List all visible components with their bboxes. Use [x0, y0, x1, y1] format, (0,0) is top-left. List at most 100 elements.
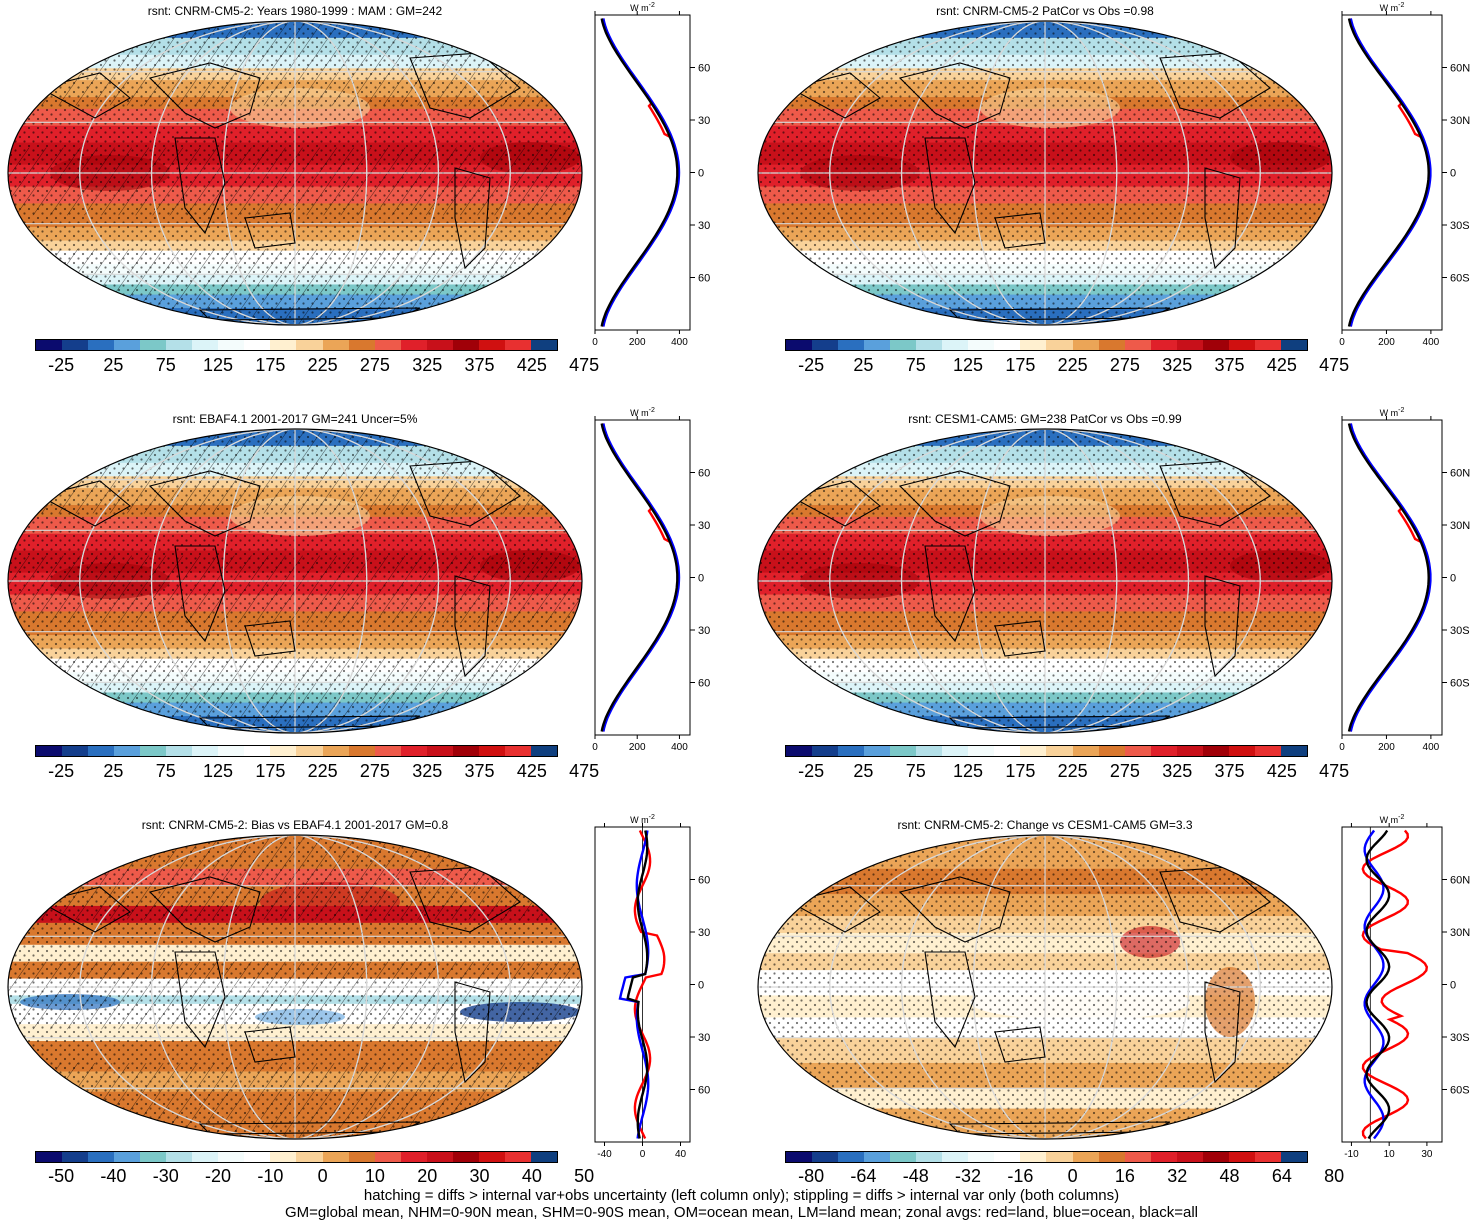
- colorbar-labels: -50 -40 -30 -20 -10 0 10 20 30 40 50: [35, 1166, 594, 1188]
- colorbar-swatch: [140, 340, 167, 350]
- colorbar-label: -32: [955, 1166, 982, 1186]
- panel-title: rsnt: CNRM-CM5-2: Change vs CESM1-CAM5 G…: [897, 818, 1193, 832]
- colorbar-label: 175: [255, 761, 286, 781]
- colorbar-swatch: [504, 746, 531, 756]
- colorbar-label: -25: [798, 355, 825, 375]
- colorbar-swatch: [36, 1152, 63, 1162]
- colorbar-swatch: [478, 1152, 505, 1162]
- latitude-label: 60S: [1450, 1085, 1470, 1097]
- zonal-land-curve: [601, 423, 680, 732]
- latitude-label: 60S: [698, 678, 710, 690]
- colorbar-label: -16: [1007, 1166, 1034, 1186]
- latitude-label: 60S: [1450, 273, 1470, 285]
- colorbar-swatch: [114, 340, 141, 350]
- colorbar-swatch: [426, 746, 453, 756]
- colorbar-swatch: [1072, 746, 1099, 756]
- colorbar-swatch: [400, 1152, 427, 1162]
- robinson-map: [757, 428, 1333, 734]
- colorbar-label: 75: [155, 355, 176, 375]
- zonal-tick-label: 0: [640, 1149, 646, 1160]
- colorbar-labels: -80 -64 -48 -32 -16 0 16 32 48 64 80: [785, 1166, 1344, 1188]
- colorbar-swatch: [1280, 746, 1307, 756]
- latitude-label: 60S: [698, 1085, 710, 1097]
- colorbar-label: 75: [905, 761, 926, 781]
- colorbar-label: 25: [103, 355, 124, 375]
- colorbar-label: 75: [155, 761, 176, 781]
- colorbar-label: 75: [905, 355, 926, 375]
- colorbar-label: 325: [412, 355, 443, 375]
- colorbar-swatch: [296, 1152, 323, 1162]
- latitude-label: 30S: [1450, 1032, 1470, 1044]
- colorbar-swatch: [192, 340, 219, 350]
- zonal-land-curve: [601, 18, 680, 327]
- colorbar-swatch: [140, 1152, 167, 1162]
- colorbar-swatch: [1020, 340, 1047, 350]
- colorbar-label: -25: [798, 761, 825, 781]
- latitude-label: 60N: [698, 875, 710, 887]
- colorbar-label: 175: [1005, 355, 1036, 375]
- zonal-tick-label: 30: [1421, 1149, 1433, 1160]
- colorbar-swatch: [530, 746, 557, 756]
- colorbar-swatch: [890, 1152, 917, 1162]
- colorbar-swatch: [504, 1152, 531, 1162]
- colorbar-swatch: [864, 1152, 891, 1162]
- colorbar-label: 10: [364, 1166, 385, 1186]
- colorbar-swatch: [1202, 1152, 1229, 1162]
- colorbar-swatch: [1202, 746, 1229, 756]
- colorbar-label: 80: [1324, 1166, 1345, 1186]
- colorbar-swatch: [192, 746, 219, 756]
- colorbar-swatch: [36, 746, 63, 756]
- colorbar-swatch: [812, 746, 839, 756]
- colorbar-label: 275: [359, 761, 390, 781]
- robinson-map: [7, 428, 583, 734]
- colorbar-swatch: [1228, 1152, 1255, 1162]
- colorbar-label: 25: [853, 355, 874, 375]
- latitude-label: 0: [698, 980, 704, 992]
- colorbar-label: 0: [1067, 1166, 1078, 1186]
- colorbar-label: -80: [798, 1166, 825, 1186]
- colorbar-swatch: [36, 340, 63, 350]
- colorbar-swatch: [916, 340, 943, 350]
- zonal-tick-label: 10: [1384, 1149, 1396, 1160]
- colorbar: [785, 745, 1308, 757]
- colorbar-swatch: [1124, 1152, 1151, 1162]
- robinson-map: [757, 20, 1333, 326]
- colorbar-swatch: [1046, 746, 1073, 756]
- colorbar-label: 375: [464, 355, 495, 375]
- colorbar-swatch: [1072, 1152, 1099, 1162]
- zonal-average-plot: W m-2 60N 30N 0 30S 60S 0 200 400: [1339, 2, 1470, 348]
- colorbar-swatch: [786, 340, 813, 350]
- zonal-unit-label: W m-2: [630, 814, 655, 825]
- colorbar-labels: -25 25 75 125 175 225 275 325 375 425 475: [785, 355, 1349, 377]
- colorbar-swatch: [140, 746, 167, 756]
- colorbar-label: -40: [100, 1166, 127, 1186]
- colorbar-swatch: [88, 1152, 115, 1162]
- zonal-land-curve: [633, 830, 666, 1139]
- zonal-unit-label: W m-2: [630, 407, 655, 418]
- colorbar-swatch: [916, 1152, 943, 1162]
- colorbar-swatch: [296, 340, 323, 350]
- colorbar-swatch: [322, 1152, 349, 1162]
- latitude-label: 0: [1450, 980, 1456, 992]
- colorbar-label: 475: [1319, 761, 1350, 781]
- zonal-all-curve: [600, 423, 679, 732]
- colorbar-swatch: [968, 1152, 995, 1162]
- colorbar-swatch: [166, 340, 193, 350]
- colorbar-swatch: [1020, 746, 1047, 756]
- zonal-all-curve: [1347, 18, 1430, 327]
- panel-title: rsnt: EBAF4.1 2001-2017 GM=241 Uncer=5%: [172, 412, 418, 426]
- colorbar: [35, 745, 558, 757]
- colorbar-swatch: [1228, 746, 1255, 756]
- zonal-tick-label: 40: [675, 1149, 687, 1160]
- colorbar-swatch: [994, 340, 1021, 350]
- zonal-ocean-curve: [1349, 423, 1432, 732]
- latitude-label: 60N: [1450, 468, 1470, 480]
- colorbar-swatch: [1176, 1152, 1203, 1162]
- colorbar-label: 16: [1114, 1166, 1135, 1186]
- colorbar-swatch: [1202, 340, 1229, 350]
- colorbar-swatch: [192, 1152, 219, 1162]
- colorbar-swatch: [942, 1152, 969, 1162]
- colorbar-swatch: [348, 746, 375, 756]
- colorbar-label: -48: [902, 1166, 929, 1186]
- zonal-tick-label: 200: [629, 742, 646, 753]
